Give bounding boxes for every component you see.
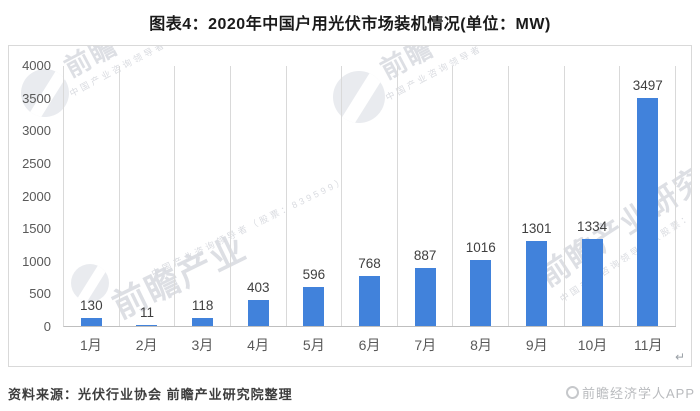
chart-box: 前瞻 中国产业咨询领导者 前瞻 中国产业咨询领导者 前瞻产业研究院 中国产业咨询领导者（股… bbox=[8, 45, 692, 367]
y-tick-3000: 3000 bbox=[22, 123, 51, 139]
plot-column-11月: 3497 bbox=[620, 66, 677, 326]
brand-watermark: 前瞻经济学人APP bbox=[565, 383, 695, 402]
value-label-3月: 118 bbox=[191, 298, 214, 313]
plot-column-5月: 596 bbox=[287, 66, 343, 326]
bar-6月 bbox=[359, 276, 381, 326]
y-axis: 4000 3500 3000 2500 2000 1500 1000 500 0 bbox=[11, 46, 57, 366]
value-label-11月: 3497 bbox=[632, 78, 663, 93]
value-label-2月: 11 bbox=[139, 305, 154, 320]
brand-label: 前瞻经济学人APP bbox=[581, 386, 695, 401]
value-label-9月: 1301 bbox=[521, 221, 552, 236]
bar-5月 bbox=[303, 287, 325, 326]
plot-area: 130 11 118 403 596 768 887 1016 1301 1334 3497 bbox=[63, 66, 677, 327]
bar-11月 bbox=[637, 98, 659, 326]
plot-column-9月: 1301 bbox=[509, 66, 565, 326]
plot-column-7月: 887 bbox=[398, 66, 454, 326]
value-label-5月: 596 bbox=[302, 267, 326, 282]
value-label-1月: 130 bbox=[80, 298, 103, 313]
brand-logo-icon bbox=[565, 386, 579, 399]
y-tick-0: 0 bbox=[43, 319, 51, 334]
x-tick-8月: 8月 bbox=[470, 337, 492, 353]
bar-3月 bbox=[192, 318, 214, 326]
value-label-8月: 1016 bbox=[465, 240, 496, 255]
plot-column-3月: 118 bbox=[175, 66, 231, 326]
x-tick-7月: 7月 bbox=[414, 337, 437, 353]
x-tick-9月: 9月 bbox=[525, 337, 548, 353]
chart-title: 图表4：2020年中国户用光伏市场装机情况(单位：MW) bbox=[149, 16, 551, 33]
y-tick-2000: 2000 bbox=[22, 188, 51, 204]
x-tick-10月: 10月 bbox=[577, 337, 608, 353]
value-label-7月: 887 bbox=[413, 248, 437, 263]
bar-8月 bbox=[470, 260, 492, 326]
y-tick-4000: 4000 bbox=[22, 58, 51, 73]
bar-7月 bbox=[414, 268, 436, 326]
y-tick-1000: 1000 bbox=[22, 253, 51, 269]
y-tick-3500: 3500 bbox=[22, 90, 51, 106]
x-tick-6月: 6月 bbox=[358, 337, 381, 353]
bar-1月 bbox=[80, 318, 102, 326]
paragraph-return-mark: ↵ bbox=[674, 350, 685, 364]
value-label-10月: 1334 bbox=[577, 219, 608, 234]
value-label-4月: 403 bbox=[246, 280, 270, 295]
plot-column-4月: 403 bbox=[231, 66, 287, 326]
x-tick-3月: 3月 bbox=[191, 337, 214, 353]
bar-4月 bbox=[247, 300, 269, 326]
x-tick-4月: 4月 bbox=[247, 337, 269, 353]
bar-9月 bbox=[525, 241, 547, 326]
x-tick-5月: 5月 bbox=[302, 337, 325, 353]
bar-2月 bbox=[136, 325, 158, 326]
bar-10月 bbox=[581, 239, 603, 326]
x-tick-2月: 2月 bbox=[135, 337, 158, 353]
plot-column-8月: 1016 bbox=[453, 66, 510, 326]
source-note: 资料来源：光伏行业协会 前瞻产业研究院整理 bbox=[8, 387, 293, 402]
plot-column-2月: 11 bbox=[120, 66, 176, 326]
plot-column-1月: 130 bbox=[64, 66, 120, 326]
x-tick-11月: 11月 bbox=[633, 337, 663, 353]
x-axis-labels: 1月 2月 3月 4月 5月 6月 7月 8月 9月 10月 11月 bbox=[63, 335, 676, 355]
y-tick-1500: 1500 bbox=[22, 221, 51, 237]
y-tick-500: 500 bbox=[29, 286, 51, 302]
plot-column-10月: 1334 bbox=[565, 66, 621, 326]
plot-column-6月: 768 bbox=[342, 66, 398, 326]
y-tick-2500: 2500 bbox=[22, 155, 51, 171]
x-tick-1月: 1月 bbox=[79, 337, 102, 353]
value-label-6月: 768 bbox=[358, 256, 381, 271]
